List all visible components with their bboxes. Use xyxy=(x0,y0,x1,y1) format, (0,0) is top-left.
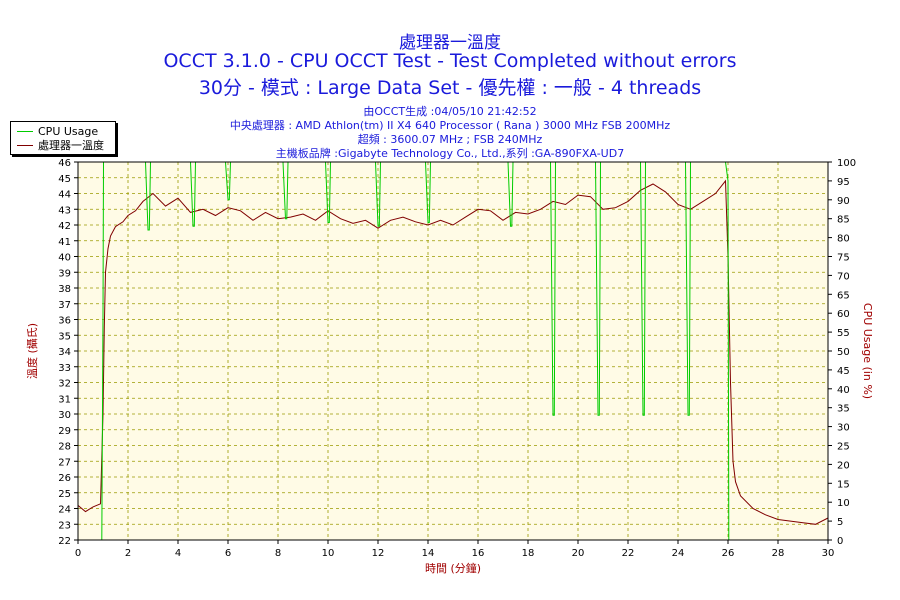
x-tick-label: 16 xyxy=(472,548,485,559)
y-right-tick-label: 40 xyxy=(837,385,850,396)
x-tick-label: 0 xyxy=(75,548,81,559)
x-tick-label: 6 xyxy=(225,548,231,559)
axes: 0 2 4 6 8 10 12 14 16 18 20 22 24 26 28 302223242526272… xyxy=(58,158,856,559)
y-right-tick-label: 5 xyxy=(837,517,843,528)
chart-title: 處理器一溫度 xyxy=(399,33,501,53)
y-left-tick-label: 24 xyxy=(58,505,71,516)
y-right-tick-label: 15 xyxy=(837,479,850,490)
y-left-tick-label: 43 xyxy=(58,205,71,216)
legend-item-temperature: 處理器一溫度 xyxy=(17,138,104,152)
y-right-tick-label: 65 xyxy=(837,290,850,301)
legend-swatch-cpu-usage xyxy=(17,130,33,132)
info-generated: 由OCCT生成 :04/05/10 21:42:52 xyxy=(363,105,537,118)
y-right-tick-label: 25 xyxy=(837,442,850,453)
y-left-tick-label: 28 xyxy=(58,442,71,453)
y-right-tick-label: 50 xyxy=(837,347,850,358)
y-left-tick-label: 32 xyxy=(58,379,71,390)
x-tick-label: 8 xyxy=(275,548,281,559)
y-right-tick-label: 10 xyxy=(837,498,850,509)
x-tick-label: 4 xyxy=(175,548,181,559)
x-tick-label: 26 xyxy=(722,548,735,559)
y-right-tick-label: 70 xyxy=(837,271,850,282)
y-left-tick-label: 23 xyxy=(58,520,71,531)
info-cpu: 中央處理器 : AMD Athlon(tm) II X4 640 Process… xyxy=(229,119,671,132)
legend: CPU Usage 處理器一溫度 xyxy=(10,121,116,155)
x-tick-label: 30 xyxy=(822,548,835,559)
y-right-tick-label: 80 xyxy=(837,234,850,245)
legend-swatch-temperature xyxy=(17,144,33,146)
y-right-tick-label: 45 xyxy=(837,366,850,377)
x-tick-label: 18 xyxy=(522,548,535,559)
y-right-tick-label: 55 xyxy=(837,328,850,339)
y-left-tick-label: 46 xyxy=(58,158,71,169)
y-right-tick-label: 95 xyxy=(837,177,850,188)
x-tick-label: 12 xyxy=(372,548,385,559)
y-left-tick-label: 35 xyxy=(58,331,71,342)
y-left-tick-label: 45 xyxy=(58,174,71,185)
y-left-tick-label: 38 xyxy=(58,284,71,295)
y-left-tick-label: 29 xyxy=(58,426,71,437)
x-tick-label: 22 xyxy=(622,548,635,559)
y-left-tick-label: 33 xyxy=(58,363,71,374)
y-left-tick-label: 27 xyxy=(58,457,71,468)
y-right-tick-label: 90 xyxy=(837,196,850,207)
y-left-tick-label: 25 xyxy=(58,489,71,500)
legend-item-cpu-usage: CPU Usage xyxy=(17,124,98,138)
y-left-tick-label: 31 xyxy=(58,394,71,405)
info-overclock: 超頻 : 3600.07 MHz ; FSB 240MHz xyxy=(357,133,543,146)
x-tick-label: 2 xyxy=(125,548,131,559)
y-axis-left-label: 溫度 (攝氏) xyxy=(25,323,39,379)
y-right-tick-label: 60 xyxy=(837,309,850,320)
x-axis-label: 時間 (分鐘) xyxy=(425,561,481,575)
y-left-tick-label: 22 xyxy=(58,536,71,547)
y-right-tick-label: 30 xyxy=(837,423,850,434)
y-right-tick-label: 75 xyxy=(837,253,850,264)
y-left-tick-label: 44 xyxy=(58,190,71,201)
chart-subtitle-mode: 30分 - 模式 : Large Data Set - 優先權 : 一般 - 4… xyxy=(198,77,702,99)
legend-label-cpu-usage: CPU Usage xyxy=(38,124,99,138)
info-motherboard: 主機板品牌 :Gigabyte Technology Co., Ltd.,系列 … xyxy=(275,147,625,160)
x-tick-label: 24 xyxy=(672,548,685,559)
y-left-tick-label: 30 xyxy=(58,410,71,421)
y-right-tick-label: 100 xyxy=(837,158,856,169)
y-left-tick-label: 37 xyxy=(58,300,71,311)
y-left-tick-label: 34 xyxy=(58,347,71,358)
chart-subtitle-test: OCCT 3.1.0 - CPU OCCT Test - Test Comple… xyxy=(163,50,737,72)
y-right-tick-label: 85 xyxy=(837,215,850,226)
y-axis-right-label: CPU Usage (in %) xyxy=(861,303,874,399)
y-left-tick-label: 42 xyxy=(58,221,71,232)
y-right-tick-label: 0 xyxy=(837,536,843,547)
x-tick-label: 10 xyxy=(322,548,335,559)
y-left-tick-label: 39 xyxy=(58,268,71,279)
y-left-tick-label: 41 xyxy=(58,237,71,248)
y-right-tick-label: 20 xyxy=(837,460,850,471)
series-line-temperature xyxy=(77,179,829,525)
y-left-tick-label: 40 xyxy=(58,253,71,264)
x-tick-label: 14 xyxy=(422,548,435,559)
y-left-tick-label: 26 xyxy=(58,473,71,484)
y-left-tick-label: 36 xyxy=(58,316,71,327)
x-tick-label: 28 xyxy=(772,548,785,559)
x-tick-label: 20 xyxy=(572,548,585,559)
y-right-tick-label: 35 xyxy=(837,404,850,415)
legend-label-temperature: 處理器一溫度 xyxy=(38,139,104,152)
